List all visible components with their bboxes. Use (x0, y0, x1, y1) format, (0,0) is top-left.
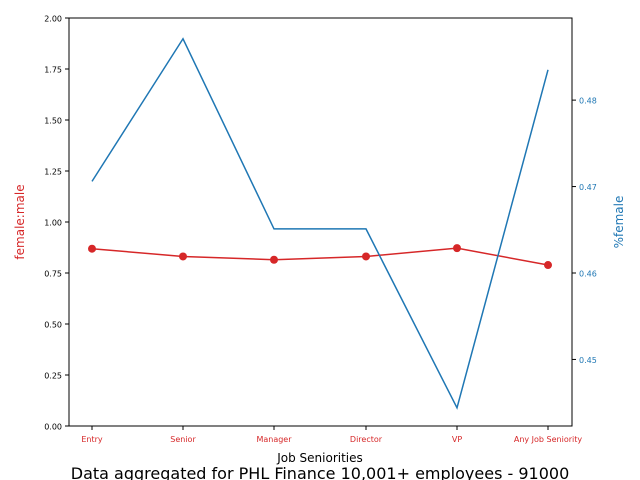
left-tick-label: 0.50 (44, 321, 62, 330)
series-1-point (362, 252, 370, 261)
plot-frame (68, 17, 573, 427)
right-axis-ticks: 0.45 0.46 0.47 0.48 (572, 97, 597, 365)
right-axis-label: %female (612, 196, 626, 249)
x-axis-label: Job Seniorities (276, 451, 363, 465)
left-axis-label: female:male (13, 184, 27, 259)
x-tick-label: Any Job Seniority (514, 435, 583, 444)
right-tick-label: 0.47 (579, 183, 597, 192)
x-tick-label: Entry (81, 435, 103, 444)
left-axis-ticks: 0.00 0.25 0.50 0.75 1.00 1.25 1.50 1.75 2.00 (44, 15, 69, 432)
series-layer (88, 37, 552, 410)
x-tick-label: Director (350, 435, 383, 444)
left-tick-label: 0.75 (44, 270, 62, 279)
left-tick-label: 1.00 (44, 219, 62, 228)
series-line-1 (91, 247, 549, 266)
chart-caption: Data aggregated for PHL Finance 10,001+ … (71, 464, 570, 480)
x-tick-label: Senior (170, 435, 196, 444)
x-axis-ticks: Entry Senior Manager Director VP Any Job Seni… (81, 426, 582, 444)
x-tick-label: Manager (256, 435, 292, 444)
left-tick-label: 1.75 (44, 66, 62, 75)
right-tick-label: 0.48 (579, 97, 597, 106)
series-1-point (88, 244, 96, 253)
left-tick-label: 1.50 (44, 117, 62, 126)
left-tick-label: 1.25 (44, 168, 62, 177)
series-1-point (179, 252, 187, 261)
series-1-point (544, 261, 552, 270)
left-tick-label: 2.00 (44, 15, 62, 24)
series-line-2 (91, 37, 549, 410)
x-tick-label: VP (452, 435, 462, 444)
left-tick-label: 0.00 (44, 423, 62, 432)
right-tick-label: 0.45 (579, 356, 597, 365)
plot-area (68, 17, 573, 427)
left-tick-label: 0.25 (44, 372, 62, 381)
series-1-point (270, 255, 278, 264)
right-tick-label: 0.46 (579, 270, 597, 279)
series-1-point (453, 244, 461, 253)
